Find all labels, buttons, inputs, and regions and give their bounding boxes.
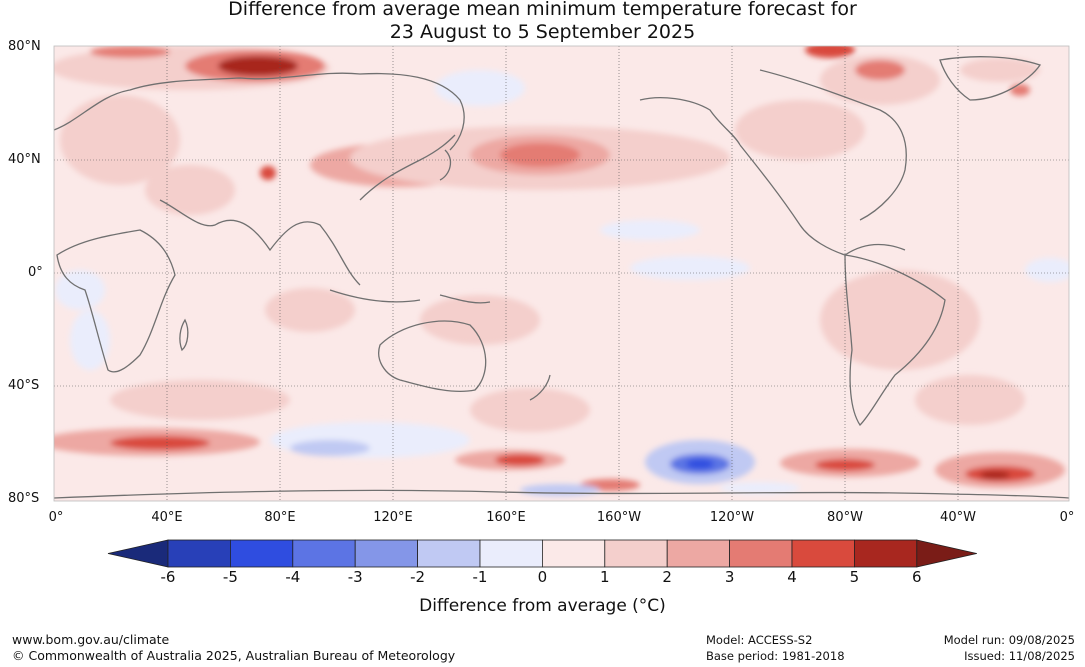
colorbar-segment (854, 539, 918, 568)
colorbar-segment (292, 539, 356, 568)
anomaly-fields (54, 46, 1069, 496)
lon-label-80w: 80°W (827, 510, 863, 525)
lon-label-160e: 160°E (486, 510, 526, 525)
model-run: Model run: 09/08/2025 (943, 633, 1075, 647)
colorbar-segment (542, 539, 606, 568)
colorbar-tick-label: 6 (912, 568, 922, 586)
lat-label-equator: 0° (28, 265, 43, 280)
colorbar-segment (791, 539, 855, 568)
lat-label-80n: 80°N (8, 39, 41, 54)
issued-date: Issued: 11/08/2025 (964, 649, 1075, 663)
lon-label-120w: 120°W (709, 510, 755, 525)
colorbar-arrow-low (107, 539, 169, 568)
lon-label-120e: 120°E (373, 510, 413, 525)
website-link[interactable]: www.bom.gov.au/climate (12, 632, 170, 647)
map-frame (53, 45, 1070, 502)
colorbar-tick-label: -5 (222, 568, 238, 586)
colorbar-tick-label: -2 (410, 568, 426, 586)
colorbar-tick-label: -6 (160, 568, 176, 586)
lon-label-40w: 40°W (940, 510, 976, 525)
colorbar-tick-label: 3 (724, 568, 735, 586)
colorbar-tick-label: -3 (347, 568, 363, 586)
graticule (54, 46, 1069, 501)
colorbar-segment (666, 539, 731, 568)
lon-label-160w: 160°W (596, 510, 642, 525)
colorbar-tick-label: -1 (472, 568, 488, 586)
coastlines (54, 56, 1069, 499)
lat-label-40n: 40°N (8, 152, 41, 167)
colorbar-tick-label: 5 (849, 568, 860, 586)
colorbar-segment (417, 539, 481, 568)
model-name: Model: ACCESS-S2 (706, 633, 813, 647)
colorbar-segment (167, 539, 231, 568)
lon-label-40e: 40°E (151, 510, 183, 525)
colorbar-arrow-high (916, 539, 977, 568)
lat-label-80s: 80°S (8, 491, 40, 506)
lon-label-80e: 80°E (264, 510, 296, 525)
lon-label-0: 0° (48, 510, 64, 525)
colorbar-segment (479, 539, 543, 568)
colorbar-segment (354, 539, 419, 568)
colorbar-segment (729, 539, 793, 568)
colorbar-segment (604, 539, 668, 568)
colorbar-tick-label: 1 (600, 568, 610, 586)
base-period: Base period: 1981-2018 (706, 649, 845, 663)
colorbar-tick-label: 0 (537, 568, 548, 586)
colorbar-tick-label: 4 (787, 568, 797, 586)
lon-label-0-east: 0° (1059, 510, 1075, 525)
colorbar-segment (229, 539, 294, 568)
map-title-line-1: Difference from average mean minimum tem… (228, 0, 857, 20)
lat-label-40s: 40°S (8, 378, 40, 393)
colorbar-title: Difference from average (°C) (419, 596, 666, 616)
copyright: © Commonwealth of Australia 2025, Austra… (12, 648, 456, 663)
colorbar-tick-label: -4 (285, 568, 301, 586)
colorbar-tick-label: 2 (662, 568, 672, 586)
map-title-line-2: 23 August to 5 September 2025 (389, 21, 696, 43)
